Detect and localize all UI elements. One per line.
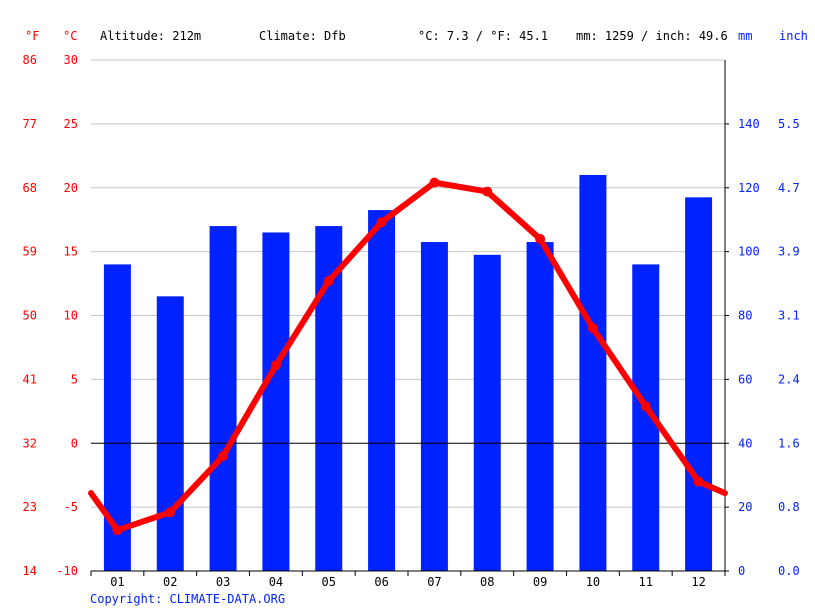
left-tick-labels: 14 -10 23 -5 32 0 41 5 50 10 59 15 68 20 77 25 86 30 xyxy=(23,53,78,578)
temperature-point xyxy=(376,217,387,228)
tick-label-celsius: 30 xyxy=(64,53,78,67)
temperature-point xyxy=(218,451,229,462)
temperature-point xyxy=(165,507,176,518)
month-label: 08 xyxy=(480,575,494,589)
grid-lines xyxy=(91,59,725,572)
tick-label-mm: 80 xyxy=(738,309,752,323)
precip-bar xyxy=(368,210,396,571)
month-label: 12 xyxy=(691,575,705,589)
tick-label-celsius: -10 xyxy=(56,564,78,578)
tick-label-mm: 120 xyxy=(738,181,760,195)
temperature-point xyxy=(693,476,704,487)
tick-label-inch: 1.6 xyxy=(778,436,800,450)
tick-label-inch: 5.5 xyxy=(778,117,800,131)
temperature-point xyxy=(112,525,123,536)
temp-average-label: °C: 7.3 / °F: 45.1 xyxy=(418,29,548,43)
temperature-point xyxy=(535,233,546,244)
tick-label-celsius: 15 xyxy=(64,245,78,259)
temperature-point xyxy=(429,177,440,188)
tick-label-fahrenheit: 86 xyxy=(23,53,37,67)
tick-label-inch: 0.0 xyxy=(778,564,800,578)
month-label: 01 xyxy=(110,575,124,589)
temperature-point xyxy=(640,401,651,412)
month-label: 06 xyxy=(374,575,388,589)
tick-label-mm: 60 xyxy=(738,372,752,386)
tick-label-celsius: 10 xyxy=(64,309,78,323)
unit-celsius-label: °C xyxy=(63,29,77,43)
tick-label-inch: 3.1 xyxy=(778,309,800,323)
temperature-point xyxy=(270,360,281,371)
month-label: 11 xyxy=(639,575,653,589)
tick-label-mm: 0 xyxy=(738,564,745,578)
tick-label-fahrenheit: 77 xyxy=(23,117,37,131)
temperature-line xyxy=(88,177,728,536)
precip-bar xyxy=(473,254,501,571)
month-label: 07 xyxy=(427,575,441,589)
month-label: 10 xyxy=(586,575,600,589)
tick-label-mm: 100 xyxy=(738,245,760,259)
tick-label-inch: 2.4 xyxy=(778,372,800,386)
precip-bar xyxy=(156,296,184,571)
tick-label-mm: 20 xyxy=(738,500,752,514)
copyright-link[interactable]: Copyright: CLIMATE-DATA.ORG xyxy=(90,592,285,606)
month-label: 02 xyxy=(163,575,177,589)
tick-label-fahrenheit: 41 xyxy=(23,372,37,386)
precip-bar xyxy=(262,232,290,571)
temperature-point xyxy=(482,186,493,197)
unit-inch-label: inch xyxy=(779,29,808,43)
month-tick-labels: 01 02 03 04 05 06 07 08 09 10 11 12 xyxy=(110,575,706,589)
altitude-label: Altitude: 212m xyxy=(100,29,201,43)
temperature-point xyxy=(323,276,334,287)
tick-label-fahrenheit: 59 xyxy=(23,245,37,259)
unit-mm-label: mm xyxy=(738,29,752,43)
tick-label-inch: 3.9 xyxy=(778,245,800,259)
tick-label-celsius: 20 xyxy=(64,181,78,195)
precip-bar xyxy=(685,197,713,572)
unit-fahrenheit-label: °F xyxy=(25,29,39,43)
temperature-polyline xyxy=(88,179,728,534)
tick-label-fahrenheit: 68 xyxy=(23,181,37,195)
precip-bar xyxy=(579,174,607,571)
tick-label-mm: 140 xyxy=(738,117,760,131)
tick-label-celsius: -5 xyxy=(64,500,78,514)
precip-bar xyxy=(420,242,448,571)
temperature-point xyxy=(587,323,598,334)
precip-total-label: mm: 1259 / inch: 49.6 xyxy=(576,29,728,43)
month-label: 09 xyxy=(533,575,547,589)
tick-label-fahrenheit: 23 xyxy=(23,500,37,514)
month-label: 03 xyxy=(216,575,230,589)
tick-label-inch: 0.8 xyxy=(778,500,800,514)
month-label: 04 xyxy=(269,575,283,589)
precip-bars xyxy=(103,174,713,572)
right-tick-labels: 0 0.0 20 0.8 40 1.6 60 2.4 80 3.1 100 3.9 120 4.7 140 5… xyxy=(738,117,800,578)
tick-label-fahrenheit: 14 xyxy=(23,564,37,578)
tick-label-celsius: 5 xyxy=(71,372,78,386)
tick-label-inch: 4.7 xyxy=(778,181,800,195)
climate-label: Climate: Dfb xyxy=(259,29,346,43)
tick-label-fahrenheit: 32 xyxy=(23,436,37,450)
precip-bar xyxy=(526,242,554,571)
tick-label-mm: 40 xyxy=(738,436,752,450)
axes xyxy=(90,60,729,576)
tick-label-celsius: 25 xyxy=(64,117,78,131)
tick-label-fahrenheit: 50 xyxy=(23,309,37,323)
month-label: 05 xyxy=(322,575,336,589)
tick-label-celsius: 0 xyxy=(71,436,78,450)
precip-bar xyxy=(209,226,237,571)
